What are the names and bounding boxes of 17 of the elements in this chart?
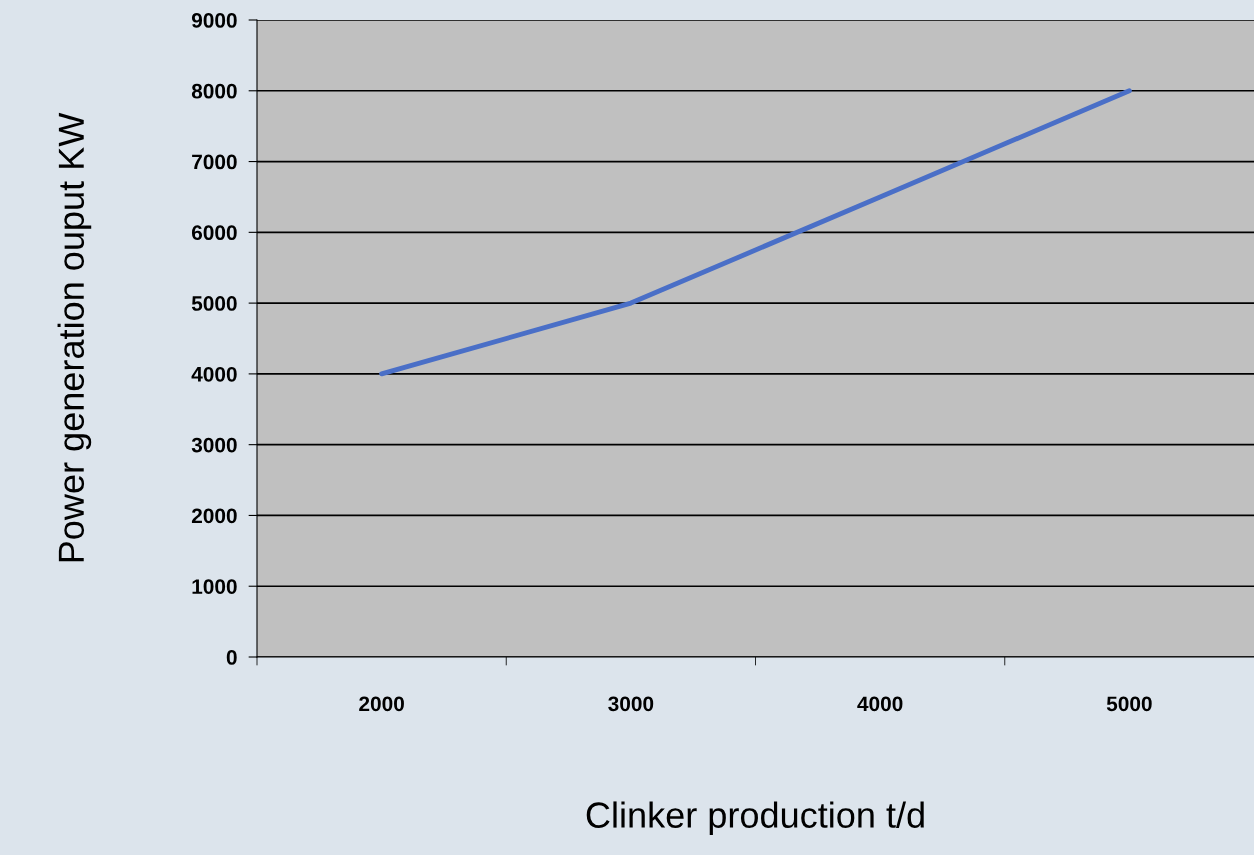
y-tick-label: 4000 [191, 366, 237, 382]
y-tick-label: 8000 [191, 83, 237, 99]
x-tick-label: 3000 [608, 696, 654, 712]
y-tick-label: 0 [226, 650, 237, 665]
y-tick-label: 9000 [191, 13, 237, 28]
y-tick-label: 1000 [192, 579, 237, 594]
x-axis-title: Clinker production t/d [586, 801, 924, 836]
y-tick-label: 5000 [191, 296, 237, 311]
x-tick-label: 2000 [359, 696, 404, 712]
x-tick-label: 4000 [857, 696, 903, 712]
x-tick-label: 5000 [1106, 696, 1152, 712]
y-tick-label: 7000 [192, 154, 237, 170]
y-axis-title: Power generation ouput KW [57, 112, 92, 562]
y-tick-label: 6000 [191, 225, 237, 241]
y-tick-label: 2000 [191, 508, 237, 524]
line-series [379, 88, 1132, 377]
y-tick-label: 3000 [191, 437, 237, 453]
